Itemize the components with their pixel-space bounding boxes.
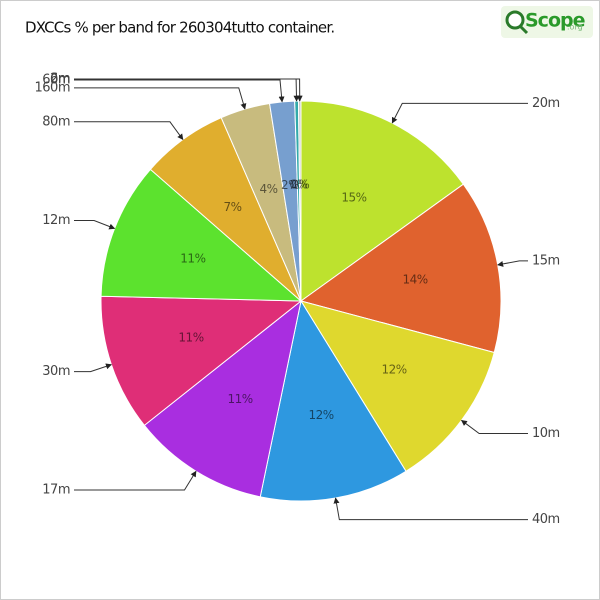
logo: Scope .org <box>501 6 593 38</box>
logo-icon <box>505 10 525 30</box>
slice-label: 0% <box>289 178 307 192</box>
leader-line <box>74 220 116 230</box>
slice-category: 20m <box>532 96 560 111</box>
logo-icon-handle <box>518 24 529 35</box>
chart-title: DXCCs % per band for 260304tutto contain… <box>25 19 334 37</box>
slice-label: 11% <box>178 330 203 344</box>
slice-category: 80m <box>42 114 70 129</box>
slice-category: 6m <box>50 72 70 87</box>
slice-category: 17m <box>42 482 70 497</box>
slice-label: 12% <box>382 363 407 377</box>
slice-label: 4% <box>259 182 277 196</box>
slice-category: 60m <box>42 72 70 87</box>
leader-line <box>74 78 303 102</box>
leader-line <box>391 102 528 124</box>
slice-label: 14% <box>403 273 428 287</box>
slice-label: 7% <box>223 200 241 214</box>
slice-category: 2m <box>50 72 70 87</box>
leader-line <box>74 79 285 103</box>
slice-category: 10m <box>532 426 560 441</box>
slice-label: 11% <box>180 251 205 265</box>
leader-line <box>497 260 528 267</box>
slice-label: 0% <box>291 178 309 192</box>
slice-category: 12m <box>42 213 70 228</box>
slice-category: 15m <box>532 253 560 268</box>
slice-label: 12% <box>308 408 333 422</box>
leader-line <box>74 87 247 110</box>
logo-suffix: .org <box>567 23 583 32</box>
leader-line <box>333 497 528 521</box>
slice-category: 160m <box>35 80 70 95</box>
slice-label: 2% <box>281 178 299 192</box>
slice-category: 30m <box>42 364 70 379</box>
leader-line <box>74 78 300 102</box>
logo-text: Scope <box>525 10 585 32</box>
slice-label: 11% <box>228 392 253 406</box>
leader-line <box>461 419 528 434</box>
slice-category: 40m <box>532 512 560 527</box>
leader-line <box>74 363 112 373</box>
leader-line <box>74 121 184 141</box>
slice-label: 15% <box>341 190 366 204</box>
leader-line <box>74 470 197 491</box>
